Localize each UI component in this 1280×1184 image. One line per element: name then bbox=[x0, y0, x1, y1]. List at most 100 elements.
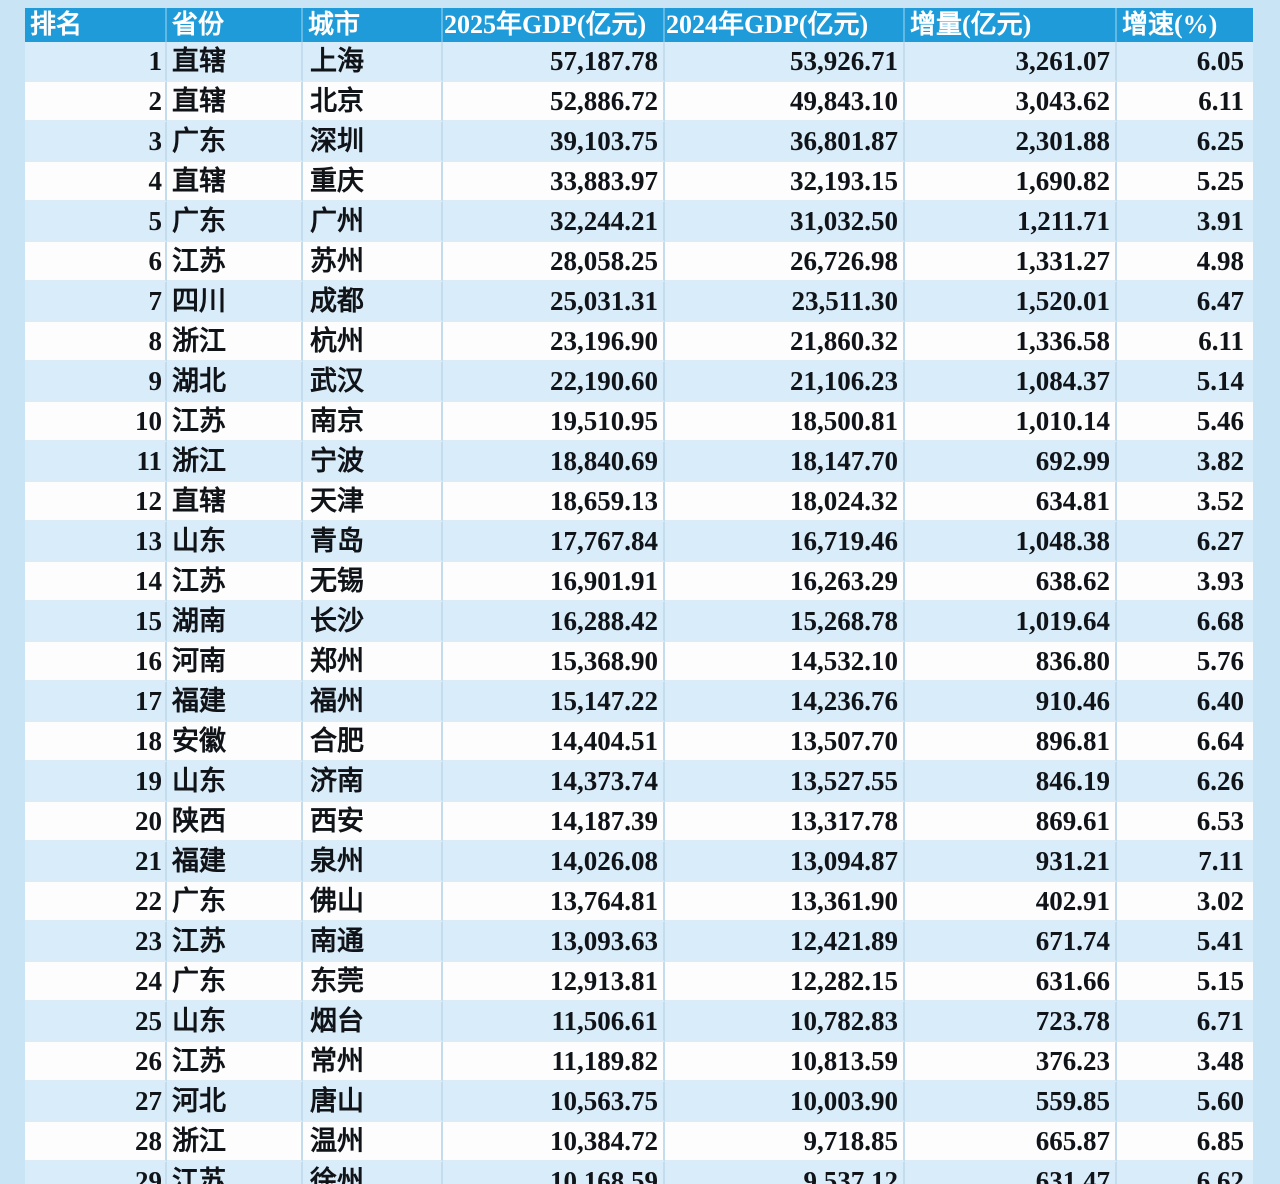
province-cell: 广东 bbox=[167, 882, 303, 922]
table-row: 3 广东 深圳 39,103.75 36,801.87 2,301.88 6.25 bbox=[25, 122, 1253, 162]
rank-cell: 27 bbox=[25, 1082, 167, 1122]
gdp-2025-cell: 14,373.74 bbox=[443, 762, 665, 802]
rank-cell: 22 bbox=[25, 882, 167, 922]
gdp-2025-cell: 23,196.90 bbox=[443, 322, 665, 362]
column-header-rank: 排名 bbox=[25, 8, 167, 42]
province-cell: 浙江 bbox=[167, 442, 303, 482]
table-row: 19 山东 济南 14,373.74 13,527.55 846.19 6.26 bbox=[25, 762, 1253, 802]
growth-cell: 5.46 bbox=[1117, 402, 1253, 442]
column-header-growth: 增速(%) bbox=[1117, 8, 1253, 42]
gdp-2024-cell: 16,719.46 bbox=[665, 522, 905, 562]
city-cell: 苏州 bbox=[303, 242, 443, 282]
rank-cell: 18 bbox=[25, 722, 167, 762]
city-cell: 南通 bbox=[303, 922, 443, 962]
growth-cell: 6.47 bbox=[1117, 282, 1253, 322]
gdp-2025-cell: 18,840.69 bbox=[443, 442, 665, 482]
city-cell: 成都 bbox=[303, 282, 443, 322]
city-cell: 南京 bbox=[303, 402, 443, 442]
gdp-2025-cell: 16,901.91 bbox=[443, 562, 665, 602]
gdp-2024-cell: 10,782.83 bbox=[665, 1002, 905, 1042]
gdp-2024-cell: 21,860.32 bbox=[665, 322, 905, 362]
table-row: 10 江苏 南京 19,510.95 18,500.81 1,010.14 5.46 bbox=[25, 402, 1253, 442]
gdp-2025-cell: 52,886.72 bbox=[443, 82, 665, 122]
increase-cell: 376.23 bbox=[905, 1042, 1117, 1082]
data-table: 排名 省份 城市 2025年GDP(亿元) 2024年GDP(亿元) 增量(亿元) 增速(%… bbox=[25, 8, 1253, 1184]
growth-cell: 6.62 bbox=[1117, 1162, 1253, 1184]
city-cell: 长沙 bbox=[303, 602, 443, 642]
city-cell: 北京 bbox=[303, 82, 443, 122]
rank-cell: 10 bbox=[25, 402, 167, 442]
table-row: 16 河南 郑州 15,368.90 14,532.10 836.80 5.76 bbox=[25, 642, 1253, 682]
rank-cell: 19 bbox=[25, 762, 167, 802]
province-cell: 广东 bbox=[167, 202, 303, 242]
growth-cell: 5.15 bbox=[1117, 962, 1253, 1002]
increase-cell: 931.21 bbox=[905, 842, 1117, 882]
city-cell: 宁波 bbox=[303, 442, 443, 482]
gdp-2025-cell: 57,187.78 bbox=[443, 42, 665, 82]
table-row: 12 直辖 天津 18,659.13 18,024.32 634.81 3.52 bbox=[25, 482, 1253, 522]
increase-cell: 631.47 bbox=[905, 1162, 1117, 1184]
rank-cell: 23 bbox=[25, 922, 167, 962]
rank-cell: 26 bbox=[25, 1042, 167, 1082]
growth-cell: 3.52 bbox=[1117, 482, 1253, 522]
gdp-2024-cell: 12,421.89 bbox=[665, 922, 905, 962]
rank-cell: 14 bbox=[25, 562, 167, 602]
province-cell: 直辖 bbox=[167, 82, 303, 122]
table-row: 4 直辖 重庆 33,883.97 32,193.15 1,690.82 5.25 bbox=[25, 162, 1253, 202]
rank-cell: 21 bbox=[25, 842, 167, 882]
city-cell: 东莞 bbox=[303, 962, 443, 1002]
table-row: 21 福建 泉州 14,026.08 13,094.87 931.21 7.11 bbox=[25, 842, 1253, 882]
table-row: 13 山东 青岛 17,767.84 16,719.46 1,048.38 6.27 bbox=[25, 522, 1253, 562]
gdp-2025-cell: 22,190.60 bbox=[443, 362, 665, 402]
gdp-2024-cell: 18,024.32 bbox=[665, 482, 905, 522]
city-cell: 佛山 bbox=[303, 882, 443, 922]
rank-cell: 25 bbox=[25, 1002, 167, 1042]
city-cell: 广州 bbox=[303, 202, 443, 242]
rank-cell: 24 bbox=[25, 962, 167, 1002]
increase-cell: 1,084.37 bbox=[905, 362, 1117, 402]
province-cell: 广东 bbox=[167, 962, 303, 1002]
province-cell: 浙江 bbox=[167, 1122, 303, 1162]
growth-cell: 7.11 bbox=[1117, 842, 1253, 882]
increase-cell: 1,690.82 bbox=[905, 162, 1117, 202]
gdp-2024-cell: 16,263.29 bbox=[665, 562, 905, 602]
table-row: 23 江苏 南通 13,093.63 12,421.89 671.74 5.41 bbox=[25, 922, 1253, 962]
province-cell: 陕西 bbox=[167, 802, 303, 842]
increase-cell: 910.46 bbox=[905, 682, 1117, 722]
increase-cell: 2,301.88 bbox=[905, 122, 1117, 162]
table-row: 22 广东 佛山 13,764.81 13,361.90 402.91 3.02 bbox=[25, 882, 1253, 922]
growth-cell: 6.05 bbox=[1117, 42, 1253, 82]
rank-cell: 15 bbox=[25, 602, 167, 642]
city-cell: 唐山 bbox=[303, 1082, 443, 1122]
growth-cell: 6.85 bbox=[1117, 1122, 1253, 1162]
column-header-gdp-2025: 2025年GDP(亿元) bbox=[443, 8, 665, 42]
gdp-2025-cell: 17,767.84 bbox=[443, 522, 665, 562]
growth-cell: 6.68 bbox=[1117, 602, 1253, 642]
rank-cell: 12 bbox=[25, 482, 167, 522]
header-row: 排名 省份 城市 2025年GDP(亿元) 2024年GDP(亿元) 增量(亿元) 增速(%… bbox=[25, 8, 1253, 42]
rank-cell: 29 bbox=[25, 1162, 167, 1184]
gdp-2024-cell: 15,268.78 bbox=[665, 602, 905, 642]
city-cell: 天津 bbox=[303, 482, 443, 522]
gdp-2025-cell: 13,764.81 bbox=[443, 882, 665, 922]
gdp-2024-cell: 53,926.71 bbox=[665, 42, 905, 82]
table-row: 29 江苏 徐州 10,168.59 9,537.12 631.47 6.62 bbox=[25, 1162, 1253, 1184]
province-cell: 安徽 bbox=[167, 722, 303, 762]
table-row: 28 浙江 温州 10,384.72 9,718.85 665.87 6.85 bbox=[25, 1122, 1253, 1162]
column-header-province: 省份 bbox=[167, 8, 303, 42]
increase-cell: 634.81 bbox=[905, 482, 1117, 522]
gdp-2025-cell: 10,563.75 bbox=[443, 1082, 665, 1122]
increase-cell: 631.66 bbox=[905, 962, 1117, 1002]
gdp-2024-cell: 9,537.12 bbox=[665, 1162, 905, 1184]
growth-cell: 5.25 bbox=[1117, 162, 1253, 202]
gdp-2025-cell: 13,093.63 bbox=[443, 922, 665, 962]
gdp-2025-cell: 11,189.82 bbox=[443, 1042, 665, 1082]
increase-cell: 1,211.71 bbox=[905, 202, 1117, 242]
gdp-2024-cell: 14,236.76 bbox=[665, 682, 905, 722]
increase-cell: 559.85 bbox=[905, 1082, 1117, 1122]
table-row: 2 直辖 北京 52,886.72 49,843.10 3,043.62 6.11 bbox=[25, 82, 1253, 122]
gdp-2024-cell: 36,801.87 bbox=[665, 122, 905, 162]
increase-cell: 1,336.58 bbox=[905, 322, 1117, 362]
province-cell: 山东 bbox=[167, 762, 303, 802]
growth-cell: 3.91 bbox=[1117, 202, 1253, 242]
